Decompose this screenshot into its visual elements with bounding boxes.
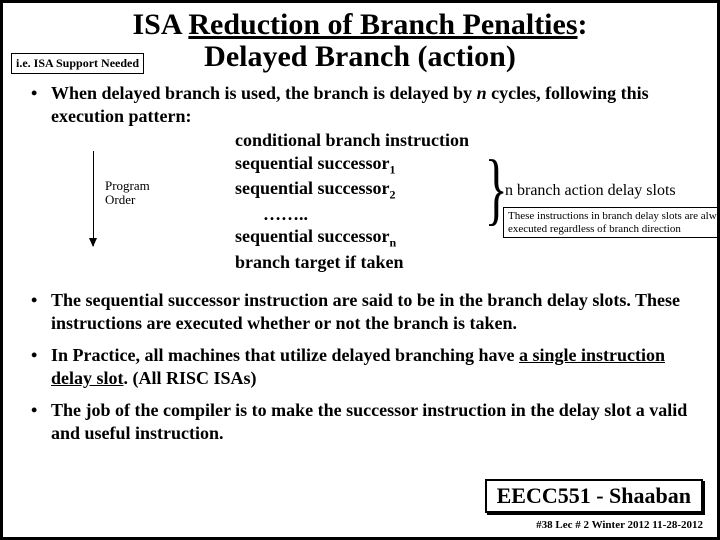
- program-order-label: Program Order: [105, 179, 150, 208]
- instr-target: branch target if taken: [235, 251, 469, 274]
- bullet-list: When delayed branch is used, the branch …: [17, 82, 703, 444]
- instruction-list: conditional branch instruction sequentia…: [235, 129, 469, 273]
- instr-succ-2-text: sequential successor: [235, 178, 390, 198]
- instr-succ-n-text: sequential successor: [235, 226, 390, 246]
- instr-succ-n: sequential successorn: [235, 225, 469, 251]
- program-order-l1: Program: [105, 178, 150, 193]
- instr-cond-branch: conditional branch instruction: [235, 129, 469, 152]
- title-line1-pre: ISA: [132, 8, 188, 41]
- bullet3-post: . (All RISC ISAs): [124, 368, 257, 388]
- instr-dots: ……..: [235, 203, 469, 226]
- bullet-4: The job of the compiler is to make the s…: [17, 399, 703, 444]
- instr-succ-n-sub: n: [390, 236, 397, 250]
- bullet1-pre: When delayed branch is used, the branch …: [51, 83, 477, 103]
- title-line1-under: Reduction of Branch Penalties: [188, 8, 577, 41]
- instr-succ-2: sequential successor2: [235, 177, 469, 203]
- bullet3-pre: In Practice, all machines that utilize d…: [51, 345, 519, 365]
- instr-succ-2-sub: 2: [390, 188, 396, 202]
- program-order-arrow: [93, 151, 94, 246]
- title-line1-post: :: [578, 8, 588, 41]
- instr-succ-1-sub: 1: [390, 162, 396, 176]
- slide-title-line1: ISA Reduction of Branch Penalties:: [17, 9, 703, 41]
- bullet-1: When delayed branch is used, the branch …: [17, 82, 703, 279]
- footer-course-box: EECC551 - Shaaban: [485, 479, 703, 513]
- isa-support-note: i.e. ISA Support Needed: [11, 53, 144, 74]
- bullet1-var: n: [477, 83, 487, 103]
- slide-frame: ISA Reduction of Branch Penalties: Delay…: [0, 0, 720, 540]
- instr-succ-1: sequential successor1: [235, 152, 469, 178]
- execution-pattern: Program Order conditional branch instruc…: [85, 129, 703, 279]
- brace-label: n branch action delay slots: [505, 181, 676, 201]
- instr-succ-1-text: sequential successor: [235, 153, 390, 173]
- footer-meta: #38 Lec # 2 Winter 2012 11-28-2012: [536, 519, 703, 531]
- bullet-3: In Practice, all machines that utilize d…: [17, 344, 703, 389]
- bullet-2: The sequential successor instruction are…: [17, 289, 703, 334]
- program-order-l2: Order: [105, 192, 135, 207]
- brace-note: These instructions in branch delay slots…: [503, 207, 720, 238]
